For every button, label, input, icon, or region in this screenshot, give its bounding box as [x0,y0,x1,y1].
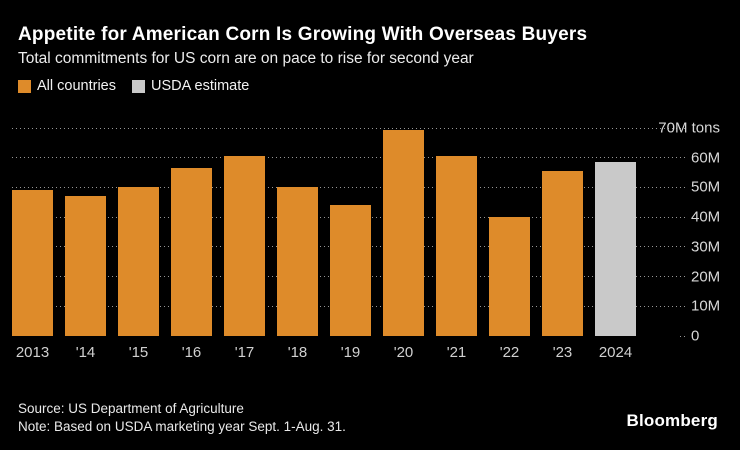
gridline-60 [12,157,685,159]
x-axis-label-2013: 2013 [15,344,50,361]
gridline-70 [12,127,685,129]
bar-2013 [12,190,53,336]
bar-14 [65,196,106,336]
y-axis-label-0: 0 [691,327,700,345]
x-axis-label-17: '17 [234,344,255,361]
y-axis-label-50: 50M [691,178,721,196]
x-axis-label-16: '16 [181,344,202,361]
bar-22 [489,217,530,336]
bar-16 [171,168,212,336]
x-axis-label-21: '21 [446,344,467,361]
bloomberg-logo: Bloomberg [626,411,718,430]
bar-18 [277,187,318,336]
chart-title: Appetite for American Corn Is Growing Wi… [18,24,588,45]
bar-15 [118,187,159,336]
bar-21 [436,156,477,336]
bar-20 [383,129,424,336]
x-axis-label-23: '23 [552,344,573,361]
x-axis-label-20: '20 [393,344,414,361]
legend: All countries USDA estimate [18,78,249,94]
legend-item-all-countries: All countries [18,78,116,94]
x-axis-label-2024: 2024 [598,344,633,361]
legend-item-usda-estimate: USDA estimate [131,78,250,94]
gridline-0 [680,335,686,337]
note-text: Note: Based on USDA marketing year Sept.… [18,419,346,434]
plot-area: 70M tons 60M 50M 40M 30M 20M 10M 0 [12,121,728,344]
chart-subtitle: Total commitments for US corn are on pac… [18,50,474,67]
y-axis-label-20: 20M [691,268,721,286]
source-block: Source: US Department of Agriculture Not… [18,400,346,436]
legend-label: All countries [37,78,116,94]
legend-swatch [18,79,31,93]
y-axis-label-30: 30M [691,238,721,256]
gridline-50 [12,186,685,188]
y-axis-label-60: 60M [691,149,721,167]
y-axis-label-40: 40M [691,208,721,226]
x-axis-label-14: '14 [75,344,96,361]
x-axis-label-19: '19 [340,344,361,361]
bars [12,128,636,336]
x-axis-label-22: '22 [499,344,520,361]
x-axis-label-15: '15 [128,344,149,361]
bar-17 [224,156,265,336]
x-axis: 2013 '14 '15 '16 '17 '18 '19 '20 '21 '22 '23 2024 [12,344,636,361]
bar-19 [330,205,371,336]
bar-2024 [595,162,636,336]
y-axis-label-10: 10M [691,297,721,315]
legend-swatch [131,79,145,93]
source-text: Source: US Department of Agriculture [18,401,244,416]
x-axis-label-18: '18 [287,344,308,361]
y-axis-label-70: 70M tons [658,119,720,137]
legend-label: USDA estimate [150,78,250,94]
bar-23 [542,171,583,336]
